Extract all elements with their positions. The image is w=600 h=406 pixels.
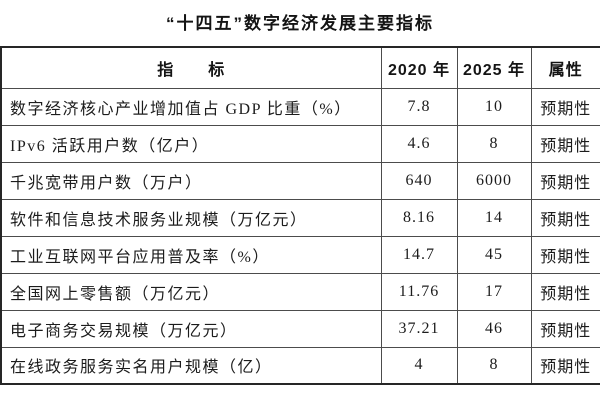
indicator-cell: 软件和信息技术服务业规模（万亿元） — [0, 198, 382, 237]
table-row: 工业互联网平台应用普及率（%） 14.7 45 预期性 — [0, 235, 600, 274]
table-row: 软件和信息技术服务业规模（万亿元） 8.16 14 预期性 — [0, 198, 600, 237]
table-row: 数字经济核心产业增加值占 GDP 比重（%） 7.8 10 预期性 — [0, 87, 600, 126]
value-2020-cell: 8.16 — [380, 198, 458, 237]
indicators-table: 指 标 2020 年 2025 年 属性 数字经济核心产业增加值占 GDP 比重… — [0, 46, 600, 385]
attr-cell: 预期性 — [530, 272, 600, 311]
table-row: 全国网上零售额（万亿元） 11.76 17 预期性 — [0, 272, 600, 311]
indicator-cell: 电子商务交易规模（万亿元） — [0, 309, 382, 348]
value-2025-cell: 45 — [456, 235, 532, 274]
value-2020-cell: 640 — [380, 161, 458, 200]
indicator-cell: 全国网上零售额（万亿元） — [0, 272, 382, 311]
attr-cell: 预期性 — [530, 309, 600, 348]
value-2020-cell: 4.6 — [380, 124, 458, 163]
value-2020-cell: 37.21 — [380, 309, 458, 348]
value-2025-cell: 8 — [456, 346, 532, 385]
col-header-2025: 2025 年 — [456, 46, 532, 89]
attr-cell: 预期性 — [530, 235, 600, 274]
value-2025-cell: 17 — [456, 272, 532, 311]
indicator-cell: 在线政务服务实名用户规模（亿） — [0, 346, 382, 385]
col-header-attr: 属性 — [530, 46, 600, 89]
indicator-cell: 数字经济核心产业增加值占 GDP 比重（%） — [0, 87, 382, 126]
table-row: 千兆宽带用户数（万户） 640 6000 预期性 — [0, 161, 600, 200]
attr-cell: 预期性 — [530, 198, 600, 237]
value-2020-cell: 7.8 — [380, 87, 458, 126]
page-title: “十四五”数字经济发展主要指标 — [166, 14, 434, 33]
col-header-2020: 2020 年 — [380, 46, 458, 89]
value-2025-cell: 6000 — [456, 161, 532, 200]
value-2025-cell: 10 — [456, 87, 532, 126]
header-row: 指 标 2020 年 2025 年 属性 — [0, 46, 600, 89]
attr-cell: 预期性 — [530, 161, 600, 200]
indicator-cell: 千兆宽带用户数（万户） — [0, 161, 382, 200]
indicator-cell: 工业互联网平台应用普及率（%） — [0, 235, 382, 274]
col-header-indicator: 指 标 — [0, 46, 382, 89]
attr-cell: 预期性 — [530, 124, 600, 163]
indicator-cell: IPv6 活跃用户数（亿户） — [0, 124, 382, 163]
value-2020-cell: 4 — [380, 346, 458, 385]
value-2025-cell: 14 — [456, 198, 532, 237]
value-2025-cell: 46 — [456, 309, 532, 348]
value-2020-cell: 11.76 — [380, 272, 458, 311]
table-row: 在线政务服务实名用户规模（亿） 4 8 预期性 — [0, 346, 600, 385]
attr-cell: 预期性 — [530, 346, 600, 385]
value-2025-cell: 8 — [456, 124, 532, 163]
table-row: IPv6 活跃用户数（亿户） 4.6 8 预期性 — [0, 124, 600, 163]
table-row: 电子商务交易规模（万亿元） 37.21 46 预期性 — [0, 309, 600, 348]
value-2020-cell: 14.7 — [380, 235, 458, 274]
attr-cell: 预期性 — [530, 87, 600, 126]
